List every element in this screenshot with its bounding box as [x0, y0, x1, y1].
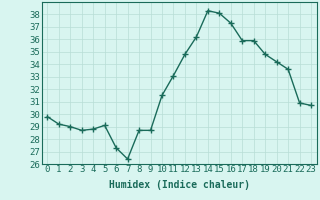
- X-axis label: Humidex (Indice chaleur): Humidex (Indice chaleur): [109, 180, 250, 190]
